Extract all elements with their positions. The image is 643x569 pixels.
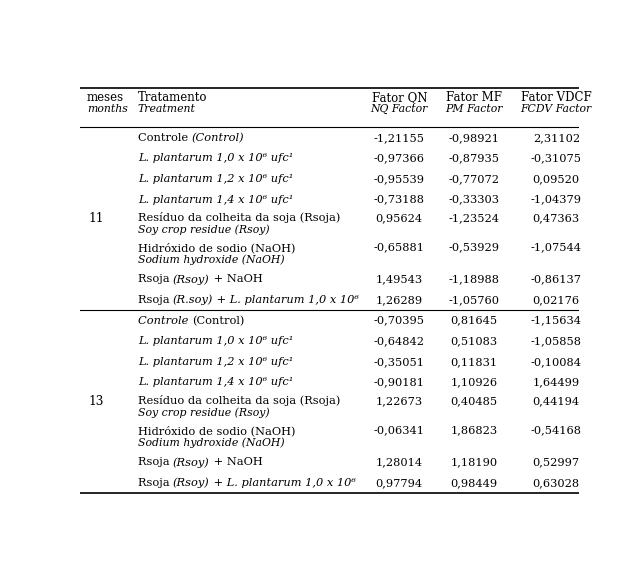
Text: -0,33303: -0,33303 <box>449 195 500 204</box>
Text: 1,26289: 1,26289 <box>376 295 423 305</box>
Text: Rsoja: Rsoja <box>138 295 173 305</box>
Text: 0,40485: 0,40485 <box>451 396 498 406</box>
Text: PM Factor: PM Factor <box>446 104 503 114</box>
Text: 1,18190: 1,18190 <box>451 457 498 467</box>
Text: -0,86137: -0,86137 <box>530 274 582 284</box>
Text: Controle: Controle <box>138 133 192 143</box>
Text: -0,54168: -0,54168 <box>530 426 582 435</box>
Text: 1,22673: 1,22673 <box>376 396 423 406</box>
Text: -0,64842: -0,64842 <box>374 336 425 347</box>
Text: Fator MF: Fator MF <box>446 91 502 104</box>
Text: Sodium hydroxide (NaOH): Sodium hydroxide (NaOH) <box>138 254 284 265</box>
Text: (R.soy): (R.soy) <box>173 295 213 306</box>
Text: 13: 13 <box>88 395 104 409</box>
Text: -0,97366: -0,97366 <box>374 153 425 163</box>
Text: Rsoja: Rsoja <box>138 274 173 284</box>
Text: 0,09520: 0,09520 <box>532 174 580 184</box>
Text: L. plantarum 1,4 x 10⁶ ufc¹: L. plantarum 1,4 x 10⁶ ufc¹ <box>138 195 293 204</box>
Text: -0,77072: -0,77072 <box>449 174 500 184</box>
Text: Soy crop residue (Rsoy): Soy crop residue (Rsoy) <box>138 407 269 418</box>
Text: Treatment: Treatment <box>138 104 195 114</box>
Text: Fator VDCF: Fator VDCF <box>521 91 592 104</box>
Text: -0,73188: -0,73188 <box>374 195 425 204</box>
Text: Tratamento: Tratamento <box>138 91 207 104</box>
Text: 1,10926: 1,10926 <box>451 377 498 387</box>
Text: L. plantarum 1,0 x 10⁶ ufc¹: L. plantarum 1,0 x 10⁶ ufc¹ <box>138 336 293 347</box>
Text: Hidróxido de sodio (NaOH): Hidróxido de sodio (NaOH) <box>138 242 295 253</box>
Text: 0,02176: 0,02176 <box>532 295 580 305</box>
Text: -0,98921: -0,98921 <box>449 133 500 143</box>
Text: (Rsoy): (Rsoy) <box>173 457 210 468</box>
Text: -0,90181: -0,90181 <box>374 377 425 387</box>
Text: 0,63028: 0,63028 <box>532 478 580 488</box>
Text: + NaOH: + NaOH <box>210 457 262 467</box>
Text: (Rsoy): (Rsoy) <box>173 274 210 284</box>
Text: 1,49543: 1,49543 <box>376 274 423 284</box>
Text: -0,06341: -0,06341 <box>374 426 425 435</box>
Text: Hidróxido de sodio (NaOH): Hidróxido de sodio (NaOH) <box>138 425 295 436</box>
Text: 1,86823: 1,86823 <box>451 426 498 435</box>
Text: 0,52997: 0,52997 <box>532 457 580 467</box>
Text: Sodium hydroxide (NaOH): Sodium hydroxide (NaOH) <box>138 438 284 448</box>
Text: -1,04379: -1,04379 <box>530 195 582 204</box>
Text: -0,87935: -0,87935 <box>449 153 500 163</box>
Text: (Control): (Control) <box>192 315 244 326</box>
Text: Resíduo da colheita da soja (Rsoja): Resíduo da colheita da soja (Rsoja) <box>138 395 340 406</box>
Text: 11: 11 <box>88 212 104 225</box>
Text: -0,10084: -0,10084 <box>530 357 582 367</box>
Text: -1,07544: -1,07544 <box>530 242 582 253</box>
Text: FCDV Factor: FCDV Factor <box>521 104 592 114</box>
Text: 0,51083: 0,51083 <box>451 336 498 347</box>
Text: -1,05760: -1,05760 <box>449 295 500 305</box>
Text: -0,95539: -0,95539 <box>374 174 425 184</box>
Text: -1,23524: -1,23524 <box>449 213 500 223</box>
Text: -0,53929: -0,53929 <box>449 242 500 253</box>
Text: Soy crop residue (Rsoy): Soy crop residue (Rsoy) <box>138 225 269 235</box>
Text: NQ Factor: NQ Factor <box>370 104 428 114</box>
Text: L. plantarum 1,0 x 10⁶ ufc¹: L. plantarum 1,0 x 10⁶ ufc¹ <box>138 153 293 163</box>
Text: -0,31075: -0,31075 <box>530 153 582 163</box>
Text: 0,97794: 0,97794 <box>376 478 423 488</box>
Text: Resíduo da colheita da soja (Rsoja): Resíduo da colheita da soja (Rsoja) <box>138 212 340 224</box>
Text: 0,98449: 0,98449 <box>451 478 498 488</box>
Text: 1,64499: 1,64499 <box>532 377 580 387</box>
Text: 0,44194: 0,44194 <box>532 396 580 406</box>
Text: Rsoja: Rsoja <box>138 478 173 488</box>
Text: meses: meses <box>87 91 124 104</box>
Text: 0,95624: 0,95624 <box>376 213 423 223</box>
Text: 0,81645: 0,81645 <box>451 316 498 325</box>
Text: L. plantarum 1,2 x 10⁶ ufc¹: L. plantarum 1,2 x 10⁶ ufc¹ <box>138 174 293 184</box>
Text: -1,05858: -1,05858 <box>530 336 582 347</box>
Text: -0,65881: -0,65881 <box>374 242 425 253</box>
Text: -0,35051: -0,35051 <box>374 357 425 367</box>
Text: -1,21155: -1,21155 <box>374 133 425 143</box>
Text: 1,28014: 1,28014 <box>376 457 423 467</box>
Text: -0,70395: -0,70395 <box>374 316 425 325</box>
Text: 0,47363: 0,47363 <box>532 213 580 223</box>
Text: L. plantarum 1,2 x 10⁶ ufc¹: L. plantarum 1,2 x 10⁶ ufc¹ <box>138 357 293 367</box>
Text: + L. plantarum 1,0 x 10⁶: + L. plantarum 1,0 x 10⁶ <box>213 295 359 305</box>
Text: + NaOH: + NaOH <box>210 274 262 284</box>
Text: 0,11831: 0,11831 <box>451 357 498 367</box>
Text: (Rsoy): (Rsoy) <box>173 478 210 488</box>
Text: (Control): (Control) <box>192 133 244 143</box>
Text: + L. plantarum 1,0 x 10⁶: + L. plantarum 1,0 x 10⁶ <box>210 478 356 488</box>
Text: -1,18988: -1,18988 <box>449 274 500 284</box>
Text: Rsoja: Rsoja <box>138 457 173 467</box>
Text: -1,15634: -1,15634 <box>530 316 582 325</box>
Text: Controle: Controle <box>138 316 192 325</box>
Text: months: months <box>87 104 128 114</box>
Text: Fator QN: Fator QN <box>372 91 427 104</box>
Text: L. plantarum 1,4 x 10⁶ ufc¹: L. plantarum 1,4 x 10⁶ ufc¹ <box>138 377 293 387</box>
Text: 2,31102: 2,31102 <box>532 133 580 143</box>
